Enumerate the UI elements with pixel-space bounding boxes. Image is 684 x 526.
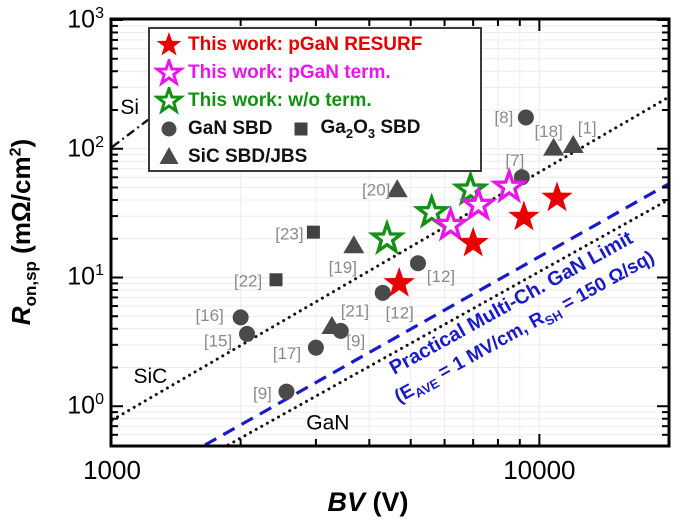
- y-tick-label: 101: [67, 262, 104, 291]
- y-tick-label: 102: [67, 133, 104, 163]
- reference-label: [8]: [494, 108, 513, 127]
- legend-item: Ga2O3 SBD: [286, 115, 420, 143]
- legend-row: This work: w/o term.: [154, 87, 480, 115]
- reference-label: [17]: [273, 344, 301, 363]
- reference-label: [22]: [234, 271, 262, 290]
- data-point-star-filled: [508, 200, 540, 231]
- x-tick-label: 10000: [503, 455, 576, 485]
- y-tick-label: 103: [67, 5, 104, 34]
- y-title-subscript: on,sp: [21, 261, 41, 307]
- reference-label: [1]: [578, 118, 597, 137]
- y-title-sup: 2: [7, 147, 25, 157]
- material-label-gan: GaN: [306, 412, 349, 435]
- reference-label: [23]: [275, 225, 303, 244]
- data-point-triangle: [343, 235, 365, 254]
- legend-marker-circle: [161, 121, 177, 137]
- reference-label: [18]: [534, 122, 562, 141]
- legend-row: GaN SBD Ga2O3 SBD: [154, 115, 480, 143]
- data-point-star-open: [431, 205, 470, 242]
- legend-item: GaN SBD: [154, 115, 272, 143]
- data-point-circle: [517, 109, 534, 126]
- x-tick-label: 1000: [83, 455, 141, 485]
- data-point-star-open: [459, 184, 498, 222]
- reference-label: [9]: [346, 331, 365, 350]
- limit-line-si-limit: [111, 118, 149, 149]
- legend-item: SiC SBD/JBS: [154, 143, 307, 171]
- data-point-triangle: [386, 179, 408, 198]
- x-title-units: (V): [365, 487, 409, 517]
- legend-item: This work: w/o term.: [154, 87, 372, 115]
- limit-line-gan-limit: [226, 198, 670, 447]
- data-point-star-open: [451, 169, 490, 207]
- y-title-close: ): [6, 138, 36, 148]
- legend-item: This work: pGaN RESURF: [154, 31, 422, 59]
- data-point-square: [269, 273, 283, 287]
- legend-row: This work: pGaN term.: [154, 59, 480, 87]
- reference-label: [9]: [253, 384, 272, 403]
- legend-marker-star-filled: [156, 32, 182, 56]
- data-point-circle: [409, 255, 426, 272]
- y-title-units: (mΩ/cm: [6, 156, 36, 262]
- legend-item-label: This work: pGaN term.: [188, 62, 391, 83]
- data-point-circle: [239, 325, 256, 342]
- legend-item: This work: pGaN term.: [154, 59, 391, 87]
- reference-label: [21]: [341, 302, 369, 321]
- legend-item-label: Ga2O3 SBD: [320, 117, 421, 141]
- data-point-circle: [374, 284, 391, 301]
- data-point-triangle: [543, 137, 565, 156]
- data-point-circle: [232, 309, 249, 326]
- y-title-symbol: R: [6, 306, 36, 326]
- data-point-star-open: [367, 218, 407, 256]
- legend-item-label: This work: pGaN RESURF: [188, 34, 423, 55]
- data-point-triangle: [321, 316, 343, 335]
- reference-label: [7]: [505, 151, 524, 170]
- data-point-star-filled: [383, 266, 415, 297]
- legend-marker-star-open: [154, 87, 186, 115]
- data-point-circle: [307, 339, 324, 356]
- data-point-triangle: [562, 134, 584, 153]
- data-point-star-open: [489, 166, 529, 204]
- plot-border: [109, 17, 671, 448]
- legend-item-label: This work: w/o term.: [188, 90, 372, 111]
- reference-label: [12]: [386, 303, 414, 322]
- material-label-sic: SiC: [133, 365, 167, 388]
- material-label-si: Si: [120, 96, 139, 119]
- legend-box: This work: pGaN RESURF This work: pGaN te…: [148, 27, 482, 172]
- limit-line-sic-limit: [110, 96, 670, 422]
- reference-label: [16]: [195, 306, 223, 325]
- y-tick-label: 100: [67, 391, 104, 420]
- y-axis-title: Ron,sp (mΩ/cm2): [6, 32, 50, 432]
- legend-marker-star-open: [154, 59, 186, 87]
- legend-item-label: GaN SBD: [188, 118, 273, 139]
- legend-row: This work: pGaN RESURF: [154, 31, 480, 59]
- data-point-star-filled: [541, 181, 573, 212]
- data-point-circle: [278, 383, 295, 400]
- reference-label: [15]: [204, 331, 232, 350]
- reference-label: [19]: [329, 258, 357, 277]
- limit-line-practical-multi-ch-gan-limit: [204, 182, 669, 447]
- legend-marker-square: [294, 122, 308, 136]
- reference-label: [12]: [427, 267, 455, 286]
- data-point-star-open: [412, 192, 451, 229]
- data-point-star-filled: [457, 226, 489, 257]
- legend-marker-triangle: [159, 147, 179, 164]
- reference-label: [20]: [362, 181, 390, 200]
- x-axis-title: BV (V): [238, 487, 498, 518]
- legend-row: SiC SBD/JBS: [154, 143, 480, 171]
- data-point-square: [306, 225, 320, 239]
- legend-item-label: SiC SBD/JBS: [188, 146, 308, 167]
- x-title-symbol: BV: [327, 487, 365, 517]
